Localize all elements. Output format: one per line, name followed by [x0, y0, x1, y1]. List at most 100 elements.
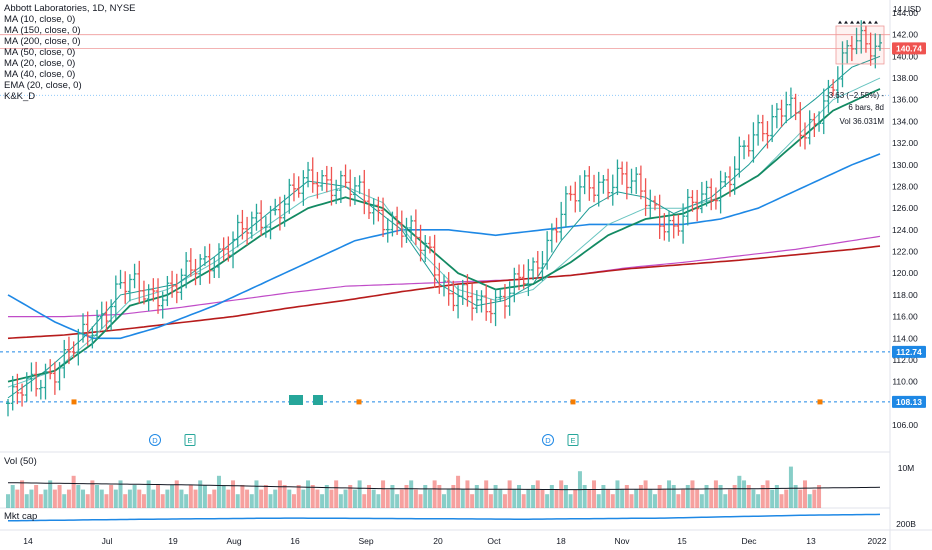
volume-bar	[788, 466, 793, 508]
volume-bar	[699, 494, 704, 508]
volume-bar	[418, 494, 423, 508]
x-tick-label: 18	[556, 536, 566, 546]
ohlc-bar	[57, 362, 62, 391]
volume-bar	[263, 485, 268, 508]
volume-bar	[470, 494, 475, 508]
ohlc-bar	[62, 339, 67, 379]
legend-kk-d[interactable]: K&K_D	[4, 91, 36, 102]
ohlc-bar	[793, 93, 798, 121]
ohlc-bar	[634, 167, 639, 194]
level-low-badge[interactable]: 108.13	[892, 395, 926, 408]
volume-bar	[90, 480, 95, 508]
earnings-icon[interactable]: E	[567, 434, 579, 446]
dividend-marker[interactable]	[542, 434, 554, 446]
ohlc-bar	[348, 169, 353, 207]
volume-bar	[606, 489, 611, 508]
legend-ma10[interactable]: MA (10, close, 0)	[4, 14, 76, 25]
time-axis[interactable]: 14 Jul 19 Aug 16 Sep 20 Oct 18 Nov 15 Dec 13 2022	[23, 536, 886, 546]
y-tick-label: 116.00	[892, 312, 918, 322]
ohlc-bar	[432, 234, 437, 288]
legend-ema20[interactable]: EMA (20, close, 0)	[4, 80, 82, 91]
legend-ma20[interactable]: MA (20, close, 0)	[4, 58, 76, 69]
ohlc-bar	[34, 361, 39, 397]
legend-title: Abbott Laboratories, 1D, NYSE	[4, 3, 136, 14]
volume-bar	[216, 475, 221, 508]
ohlc-bar	[179, 268, 184, 300]
volume-bar	[324, 485, 329, 508]
volume-bar	[596, 494, 601, 508]
dividend-marker[interactable]	[149, 434, 161, 446]
ohlc-bar	[95, 309, 100, 340]
legend-ma40[interactable]: MA (40, close, 0)	[4, 69, 76, 80]
dividend-icon[interactable]: D	[149, 434, 161, 446]
ohlc-bar	[817, 111, 822, 132]
volume-bar	[268, 494, 273, 508]
volume-bar	[174, 480, 179, 508]
level-high-badge[interactable]: 112.74	[892, 345, 926, 358]
ohlc-bar	[338, 170, 343, 204]
volume-bar	[277, 480, 282, 508]
volume-bar	[109, 485, 114, 508]
chart-legend: Abbott Laboratories, 1D, NYSE MA (10, cl…	[4, 3, 136, 102]
volume-bar	[71, 475, 76, 508]
volume-bar	[667, 480, 672, 508]
volume-bar	[76, 485, 81, 508]
y-tick-label: 106.00	[892, 420, 918, 430]
legend-ma150[interactable]: MA (150, close, 0)	[4, 25, 81, 36]
volume-bar	[85, 494, 90, 508]
signal-marker	[356, 399, 362, 405]
legend-ma200[interactable]: MA (200, close, 0)	[4, 36, 81, 47]
ohlc-bar	[146, 284, 151, 312]
legend-ma50[interactable]: MA (50, close, 0)	[4, 47, 76, 58]
ohlc-bar	[193, 258, 198, 286]
ohlc-bar	[535, 251, 540, 277]
ohlc-bar	[245, 216, 250, 245]
ohlc-bar	[29, 362, 34, 392]
volume-bar	[193, 489, 198, 508]
volume-bar	[198, 480, 203, 508]
ohlc-bar	[732, 156, 737, 195]
measure-box[interactable]	[835, 25, 885, 65]
ohlc-bar	[620, 161, 625, 185]
y-tick-label: 118.00	[892, 290, 918, 300]
ohlc-bar	[531, 257, 536, 281]
ohlc-bar	[788, 87, 793, 118]
signal-marker	[817, 399, 823, 405]
ohlc-bar	[676, 214, 681, 236]
event-letter: D	[545, 436, 551, 445]
volume-bar	[343, 489, 348, 508]
ohlc-bar	[221, 237, 226, 261]
ohlc-bar	[174, 273, 179, 304]
volume-bar	[427, 489, 432, 508]
volume-bar	[634, 489, 639, 508]
x-tick-label: Dec	[741, 536, 757, 546]
volume-bar	[638, 485, 643, 508]
ohlc-bar	[6, 398, 10, 417]
earnings-marker[interactable]	[567, 434, 579, 446]
signal-marker	[570, 399, 576, 405]
volume-bar	[512, 489, 517, 508]
volume-bar	[751, 489, 756, 508]
ohlc-bar	[606, 168, 611, 200]
earnings-marker[interactable]	[184, 434, 196, 446]
ohlc-bar	[802, 122, 807, 150]
ohlc-bar	[770, 104, 775, 143]
y-tick-label: 138.00	[892, 73, 918, 83]
ohlc-bar	[310, 157, 315, 193]
ohlc-bar	[657, 194, 662, 239]
volume-bar	[507, 480, 512, 508]
level-high-badge-bg	[892, 345, 926, 358]
ohlc-bar	[118, 269, 123, 289]
measure-tool[interactable]: -3.63 (−2.55%) - 6 bars, 8d Vol 36.031M	[826, 20, 885, 126]
ohlc-bar	[315, 171, 320, 199]
ohlc-bar	[568, 185, 573, 201]
last-price-badge[interactable]: 140.74	[892, 42, 926, 55]
ohlc-bar	[470, 283, 475, 321]
ohlc-bar	[849, 35, 854, 62]
dividend-icon[interactable]: D	[542, 434, 554, 446]
volume-bar	[20, 480, 25, 508]
earnings-icon[interactable]: E	[184, 434, 196, 446]
ohlc-bar	[442, 274, 446, 297]
